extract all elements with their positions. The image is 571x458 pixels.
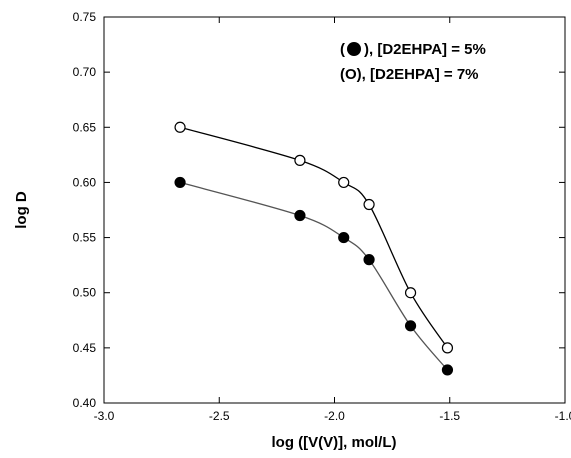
- series-1-point: [174, 176, 186, 189]
- x-tick-label: -3.0: [94, 409, 115, 423]
- axis-ticks: [103, 16, 566, 404]
- legend-entry-1: ( ), [D2EHPA] = 5%: [340, 41, 486, 58]
- series-1-point: [404, 320, 417, 332]
- series-2-line: [179, 126, 448, 349]
- x-tick-label: -1.5: [439, 409, 460, 423]
- legend: ( ), [D2EHPA] = 5% (O), [D2EHPA] = 7%: [340, 41, 486, 83]
- y-tick-label: 0.70: [73, 65, 97, 79]
- legend-marker-filled: [347, 42, 361, 56]
- x-tick-label: -1.0: [555, 409, 571, 423]
- series-1-point: [363, 254, 375, 266]
- series-2-point: [294, 154, 306, 166]
- legend-entry-2-open: (O: [340, 66, 357, 83]
- y-tick-label: 0.40: [73, 396, 97, 410]
- series-2-point: [338, 176, 350, 189]
- series-1-line: [179, 181, 448, 371]
- legend-entry-2-label: ), [D2EHPA] = 7%: [357, 66, 479, 83]
- x-tick-label: -2.0: [324, 409, 345, 423]
- series-lines: [179, 126, 448, 371]
- x-axis-title: log ([V(V)], mol/L): [272, 434, 397, 451]
- series-2-point: [441, 342, 454, 354]
- series-2-point: [363, 198, 375, 211]
- y-tick-label: 0.65: [73, 120, 97, 134]
- plot-frame: [103, 16, 566, 404]
- legend-entry-1-label: ), [D2EHPA] = 5%: [364, 41, 486, 58]
- y-tick-label: 0.60: [73, 175, 97, 189]
- y-axis-title: log D: [13, 191, 30, 229]
- legend-entry-2: (O), [D2EHPA] = 7%: [340, 66, 479, 83]
- series-points: [174, 121, 454, 376]
- series-1-point: [294, 209, 306, 222]
- series-2-point: [404, 287, 417, 299]
- series-1-point: [338, 231, 350, 244]
- x-tick-label: -2.5: [209, 409, 230, 423]
- legend-entry-1-open: (: [340, 41, 345, 58]
- tick-labels: -3.0 -2.5 -2.0 -1.5 -1.0 0.40 0.45 0.50 0.55 0.60…: [73, 10, 571, 423]
- series-1-point: [441, 364, 454, 376]
- series-2-point: [174, 121, 186, 133]
- y-tick-label: 0.55: [73, 231, 97, 245]
- y-tick-label: 0.45: [73, 341, 97, 355]
- y-tick-label: 0.50: [73, 286, 97, 300]
- y-tick-label: 0.75: [73, 10, 97, 24]
